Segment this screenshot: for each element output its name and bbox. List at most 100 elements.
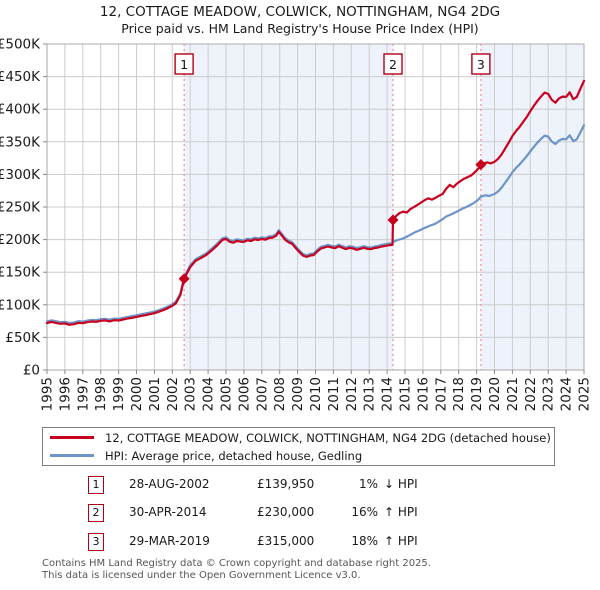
sale-hpi-delta: 18% (351, 534, 378, 548)
sale-hpi-delta: 1% (358, 477, 378, 491)
sale-hpi-direction: ↓ HPI (384, 477, 418, 491)
sale-number-badge: 1 (88, 476, 104, 494)
sale-number-badge: 2 (88, 504, 104, 522)
x-axis-label: 2019 (469, 377, 485, 411)
y-axis-label: £250K (0, 200, 41, 216)
y-axis-label: £300K (0, 167, 41, 183)
x-axis-label: 2005 (219, 377, 235, 411)
sale-table-row: 3 29-MAR-2019 £315,000 18% ↑ HPI (88, 533, 600, 553)
svg-text:2023: 2023 (541, 377, 557, 411)
x-axis-label: 1997 (75, 377, 91, 411)
y-axis-label: £450K (0, 69, 41, 85)
chart-legend: 12, COTTAGE MEADOW, COLWICK, NOTTINGHAM,… (42, 427, 555, 466)
x-axis-label: 2003 (183, 377, 199, 411)
svg-text:2010: 2010 (308, 377, 324, 411)
sale-marker-box (174, 53, 194, 75)
sale-date: 28-AUG-2002 (129, 477, 210, 491)
svg-text:2025: 2025 (577, 377, 593, 411)
x-axis-label: 1998 (93, 377, 109, 411)
x-axis-label: 2022 (523, 377, 539, 411)
legend-label: 12, COTTAGE MEADOW, COLWICK, NOTTINGHAM,… (105, 430, 551, 445)
sale-price: £139,950 (257, 477, 315, 491)
svg-text:2015: 2015 (398, 377, 414, 411)
x-axis-label: 2025 (577, 377, 593, 411)
x-axis-label: 2011 (326, 377, 342, 411)
sale-marker-box (471, 53, 491, 75)
sale-table-row: 1 28-AUG-2002 £139,950 1% ↓ HPI (88, 476, 600, 496)
svg-text:2017: 2017 (433, 377, 449, 411)
x-axis-label: 2018 (451, 377, 467, 411)
sale-date: 29-MAR-2019 (129, 534, 210, 548)
svg-text:2024: 2024 (559, 377, 575, 411)
sale-date: 30-APR-2014 (129, 505, 207, 519)
x-axis-label: 2015 (398, 377, 414, 411)
page-subtitle: Price paid vs. HM Land Registry's House … (121, 21, 479, 36)
sale-point-marker (475, 159, 487, 171)
svg-text:2000: 2000 (129, 377, 145, 411)
svg-text:2020: 2020 (487, 377, 503, 411)
x-axis-label: 2012 (344, 377, 360, 411)
x-axis-label: 1995 (40, 377, 56, 411)
sale-price: £230,000 (257, 505, 315, 519)
x-axis-label: 2006 (236, 377, 252, 411)
sale-marker-number: 1 (180, 57, 188, 72)
property-line-swatch (50, 436, 94, 439)
svg-text:2013: 2013 (362, 377, 378, 411)
svg-text:2014: 2014 (380, 377, 396, 411)
x-axis-label: 1999 (111, 377, 127, 411)
x-axis-label: 2017 (433, 377, 449, 411)
x-axis-label: 2001 (147, 377, 163, 411)
legend-row: 12, COTTAGE MEADOW, COLWICK, NOTTINGHAM,… (50, 430, 554, 446)
x-axis-label: 2016 (415, 377, 431, 411)
y-axis-label: £150K (0, 265, 41, 281)
sale-hpi-direction: ↑ HPI (384, 534, 418, 548)
svg-text:2009: 2009 (290, 377, 306, 411)
svg-text:2011: 2011 (326, 377, 342, 411)
hpi-line-swatch (50, 454, 94, 457)
x-axis-label: 2004 (201, 377, 217, 411)
x-axis-label: 2013 (362, 377, 378, 411)
x-axis-label: 2008 (272, 377, 288, 411)
sale-marker-number: 3 (477, 57, 485, 72)
y-axis-label: £100K (0, 297, 41, 313)
sale-point-marker (387, 214, 399, 226)
sale-marker-number: 2 (389, 57, 397, 72)
svg-text:2005: 2005 (219, 377, 235, 411)
svg-text:1995: 1995 (40, 377, 56, 411)
page-title: 12, COTTAGE MEADOW, COLWICK, NOTTINGHAM,… (99, 4, 501, 20)
svg-text:2021: 2021 (505, 377, 521, 411)
x-axis-label: 2010 (308, 377, 324, 411)
y-axis-label: £350K (0, 134, 41, 150)
x-axis-label: 2020 (487, 377, 503, 411)
svg-text:2003: 2003 (183, 377, 199, 411)
x-axis-label: 2021 (505, 377, 521, 411)
sale-point-marker (178, 273, 190, 285)
y-axis-label: £400K (0, 102, 41, 118)
svg-text:2001: 2001 (147, 377, 163, 411)
x-axis-label: 2023 (541, 377, 557, 411)
sale-hpi-delta: 16% (351, 505, 378, 519)
svg-text:2006: 2006 (236, 377, 252, 411)
x-axis-label: 2014 (380, 377, 396, 411)
footer-line-1: Contains HM Land Registry data © Crown c… (42, 558, 431, 569)
sale-number-badge: 3 (88, 533, 104, 551)
legend-row: HPI: Average price, detached house, Gedl… (50, 448, 554, 464)
price-history-chart: 1 2 3 £0 £50K £100K £150K £200K £250K £300K £350K £… (0, 37, 593, 412)
legend-label: HPI: Average price, detached house, Gedl… (105, 448, 363, 463)
x-axis-label: 1996 (57, 377, 73, 411)
license-footer: Contains HM Land Registry data © Crown c… (42, 558, 431, 581)
sale-table-row: 2 30-APR-2014 £230,000 16% ↑ HPI (88, 504, 600, 524)
y-axis-label: £0 (23, 363, 40, 379)
x-axis-label: 2007 (254, 377, 270, 411)
hpi-series-line (45, 124, 586, 325)
footer-line-2: This data is licensed under the Open Gov… (42, 569, 361, 581)
svg-text:1996: 1996 (57, 377, 73, 411)
y-axis-label: £500K (0, 37, 41, 53)
property-series-line (45, 79, 586, 326)
svg-text:2002: 2002 (165, 377, 181, 411)
svg-text:2007: 2007 (254, 377, 270, 411)
svg-text:1999: 1999 (111, 377, 127, 411)
svg-text:2004: 2004 (201, 377, 217, 411)
x-axis-label: 2024 (559, 377, 575, 411)
svg-text:1997: 1997 (75, 377, 91, 411)
